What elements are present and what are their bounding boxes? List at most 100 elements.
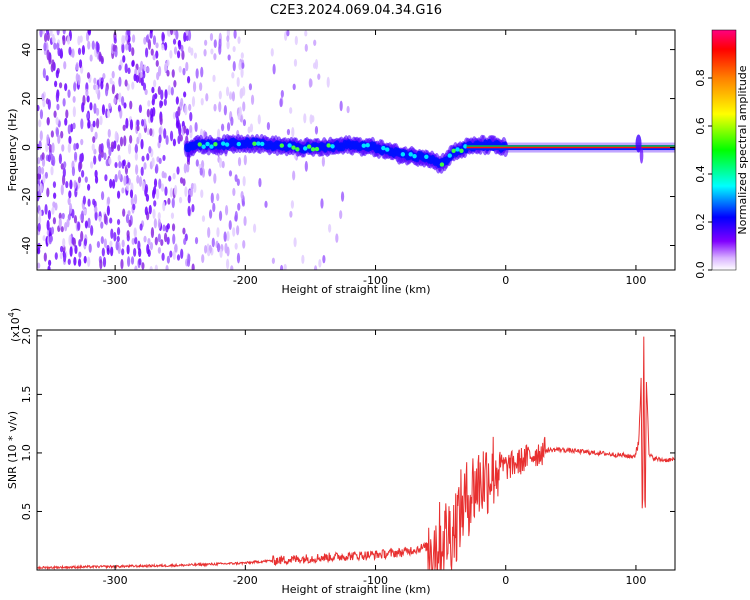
spectrogram-x-tick-label: 0 [502,274,509,287]
noise-speck [84,176,88,183]
noise-speck [186,75,191,84]
noise-speck [83,208,87,216]
noise-speck [127,162,131,169]
signal-peak [224,142,230,147]
noise-speck [175,30,179,40]
noise-speck [40,166,45,175]
noise-speck [113,140,117,150]
noise-speck [149,241,154,251]
noise-speck [163,128,167,139]
noise-speck [39,130,43,141]
noise-speck [304,30,308,37]
noise-speck [172,250,176,261]
noise-speck [43,252,47,262]
noise-speck [308,78,312,88]
noise-speck [293,237,297,248]
noise-speck [96,240,101,248]
noise-speck [60,130,64,139]
noise-speck [157,247,161,254]
noise-speck [195,68,199,79]
noise-speck [90,123,94,133]
noise-speck [204,244,208,254]
noise-speck [77,47,82,56]
noise-speck [91,40,95,50]
noise-speck [54,202,58,211]
noise-speck [121,187,125,194]
signal-peak [439,162,445,167]
noise-speck [118,161,122,169]
noise-speck [55,116,59,126]
noise-speck [346,105,350,114]
noise-speck [187,205,191,217]
noise-speck [142,82,147,91]
noise-speck [104,174,108,182]
noise-speck [301,254,305,264]
noise-speck [144,47,149,58]
noise-speck [102,73,106,80]
noise-speck [87,183,91,191]
noise-speck [155,163,159,174]
noise-speck [73,215,78,224]
signal-peak [330,144,335,149]
noise-speck [118,64,122,71]
noise-speck [125,43,129,51]
noise-speck [101,247,105,257]
noise-speck [157,86,161,95]
noise-speck [218,157,223,169]
noise-speck [121,248,125,256]
signal-spike [635,134,642,153]
spectrogram-signal [183,133,675,174]
noise-speck [240,52,244,59]
noise-speck [86,95,90,103]
noise-speck [78,239,82,247]
noise-speck [140,138,144,150]
noise-speck [59,245,64,253]
signal-peak [213,142,218,147]
noise-speck [127,35,131,43]
noise-speck [58,153,62,165]
noise-speck [242,86,246,97]
noise-speck [158,157,162,165]
noise-speck [52,217,57,225]
noise-speck [46,219,50,231]
signal-peak [424,154,429,160]
noise-speck [184,104,188,116]
noise-speck [176,254,181,261]
noise-speck [47,154,51,163]
noise-speck [182,178,186,187]
noise-speck [37,178,40,185]
noise-speck [103,213,107,225]
noise-speck [86,112,90,119]
noise-speck [41,157,46,167]
colorbar-tick-label: 0.2 [694,213,707,231]
noise-speck [321,156,325,167]
noise-speck [200,189,204,199]
snr-x-label: Height of straight line (km) [281,583,430,596]
noise-speck [279,264,284,270]
snr-y-tick-label: 0.5 [20,503,33,520]
noise-speck [184,186,188,197]
signal-peak [220,141,226,146]
spectrogram-y-tick-label: 40 [20,43,33,57]
noise-speck [56,42,60,50]
noise-speck [154,236,158,246]
noise-speck [178,65,182,73]
noise-speck [123,175,127,186]
noise-speck [77,221,81,231]
noise-speck [147,237,151,246]
noise-speck [45,30,50,35]
noise-speck [179,177,184,184]
noise-speck [47,99,51,110]
noise-speck [58,212,62,220]
noise-speck [153,218,157,229]
noise-speck [114,130,118,142]
noise-speck [131,81,135,90]
noise-speck [169,250,173,258]
spectrogram-y-tick-label: 0 [20,144,33,151]
noise-speck [218,210,223,222]
colorbar-tick-label: 0.6 [694,117,707,135]
noise-speck [77,74,81,86]
noise-speck [71,166,76,177]
noise-speck [121,35,125,45]
noise-speck [105,159,109,167]
